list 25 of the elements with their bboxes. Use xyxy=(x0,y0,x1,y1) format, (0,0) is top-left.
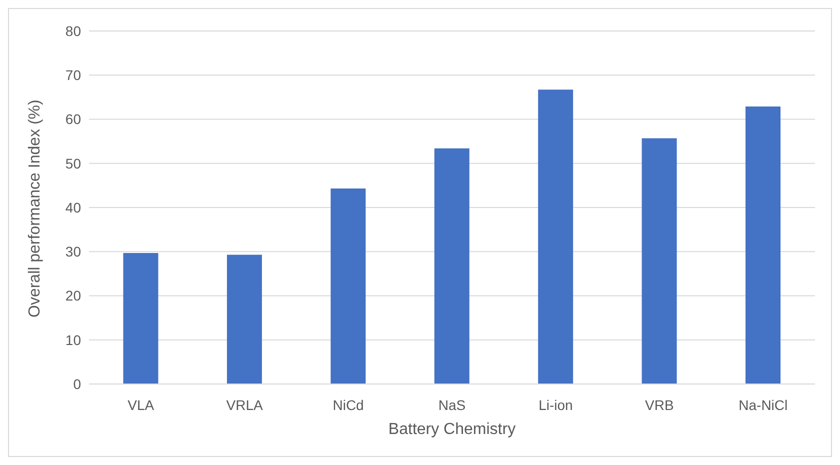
bar xyxy=(123,252,158,384)
y-tick-label: 0 xyxy=(73,376,82,392)
y-tick-label: 70 xyxy=(65,67,82,84)
x-tick-label: NiCd xyxy=(332,396,364,413)
bar xyxy=(746,106,781,384)
x-tick-label: VLA xyxy=(128,396,155,413)
y-tick-label: 10 xyxy=(65,332,82,348)
bar xyxy=(226,254,262,384)
y-tick-label: 30 xyxy=(65,244,82,260)
y-tick-label: 20 xyxy=(65,288,82,304)
x-axis-title: Battery Chemistry xyxy=(388,421,516,438)
x-tick-label: Li-ion xyxy=(538,396,573,413)
y-tick-label: 80 xyxy=(65,22,82,39)
x-tick-label: VRB xyxy=(645,396,674,413)
x-tick-label: Na-NiCl xyxy=(738,396,788,413)
y-axis-title: Overall performance Index (%) xyxy=(26,100,44,318)
bar xyxy=(642,138,677,384)
bar xyxy=(538,90,574,384)
bar xyxy=(434,148,470,384)
x-tick-label: VRLA xyxy=(226,396,264,413)
bar xyxy=(330,188,366,384)
y-tick-label: 60 xyxy=(65,111,82,128)
y-tick-label: 50 xyxy=(65,155,82,172)
y-tick-label: 40 xyxy=(65,199,82,216)
x-tick-label: NaS xyxy=(438,396,466,413)
